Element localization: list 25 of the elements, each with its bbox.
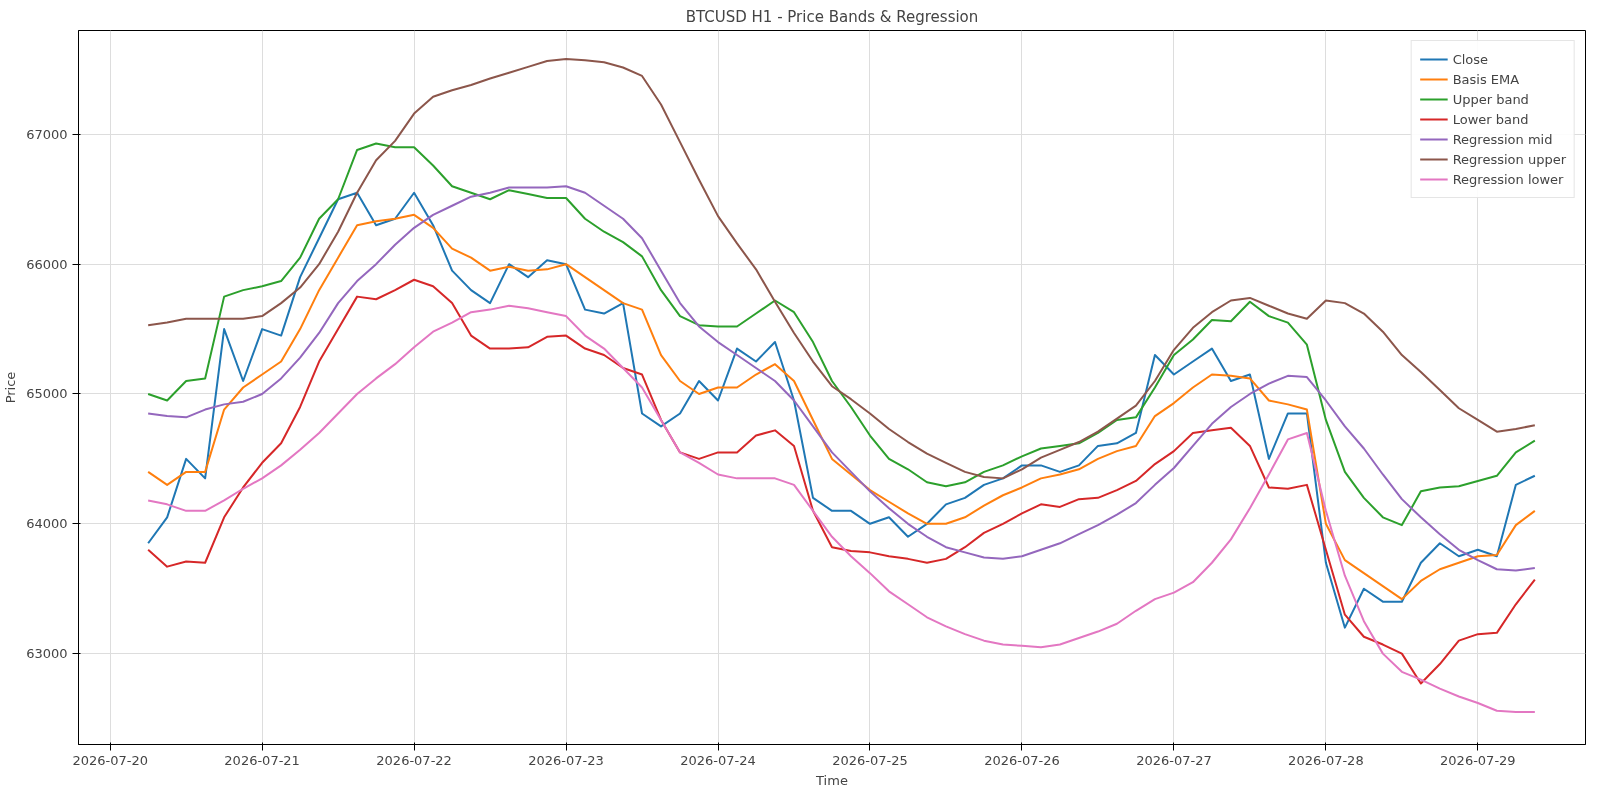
y-tick-label: 65000 bbox=[26, 386, 68, 402]
x-tick-label: 2026-07-28 bbox=[1288, 752, 1364, 768]
legend-label: Close bbox=[1452, 51, 1489, 67]
legend-label: Regression upper bbox=[1452, 151, 1566, 167]
x-tick-label: 2026-07-27 bbox=[1136, 752, 1212, 768]
x-tick-label: 2026-07-20 bbox=[72, 752, 148, 768]
x-tick-label: 2026-07-23 bbox=[528, 752, 604, 768]
y-tick-label: 64000 bbox=[26, 516, 68, 532]
x-tick-label: 2026-07-26 bbox=[984, 752, 1060, 768]
x-tick-label: 2026-07-29 bbox=[1440, 752, 1516, 768]
x-tick-label: 2026-07-24 bbox=[680, 752, 756, 768]
x-tick-label: 2026-07-22 bbox=[376, 752, 452, 768]
y-tick-label: 63000 bbox=[26, 646, 68, 662]
x-axis-title: Time bbox=[815, 772, 848, 788]
y-tick-label: 66000 bbox=[26, 256, 68, 272]
x-tick-label: 2026-07-25 bbox=[832, 752, 908, 768]
legend-label: Basis EMA bbox=[1452, 71, 1520, 87]
legend-label: Regression mid bbox=[1452, 131, 1553, 147]
legend-label: Regression lower bbox=[1452, 171, 1564, 187]
chart-title: BTCUSD H1 - Price Bands & Regression bbox=[685, 7, 979, 26]
y-tick-label: 67000 bbox=[26, 126, 68, 142]
y-axis-title: Price bbox=[3, 371, 19, 404]
x-tick-label: 2026-07-21 bbox=[224, 752, 300, 768]
legend-label: Upper band bbox=[1452, 91, 1529, 107]
legend-label: Lower band bbox=[1452, 111, 1529, 127]
